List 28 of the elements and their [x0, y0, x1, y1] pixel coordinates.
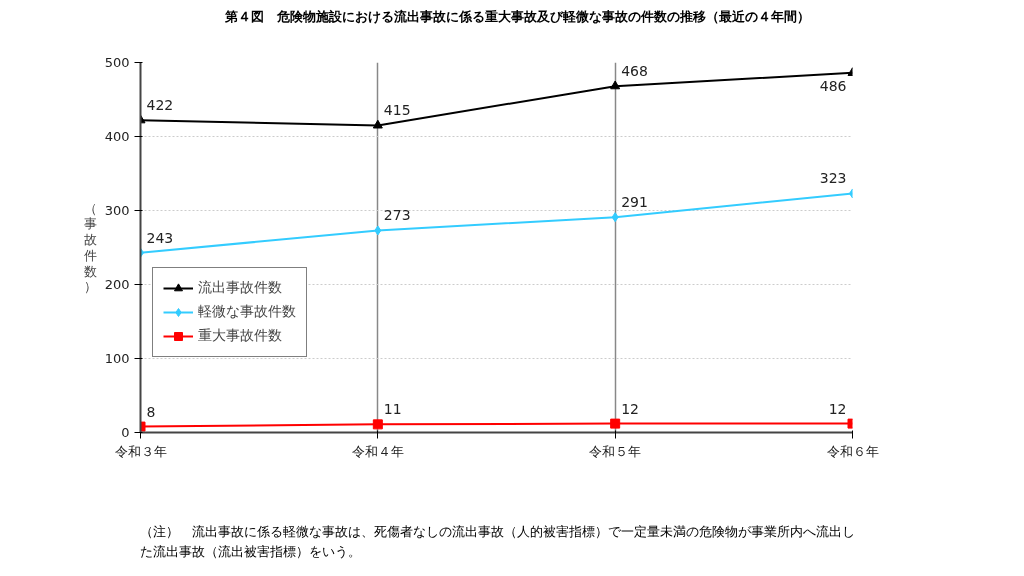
- data-label: 273: [383, 207, 411, 224]
- y-tick-label: 300: [104, 202, 130, 218]
- text: （注） 流出事故に係る軽微な事故は、死傷者なしの流出事故（人的被害指標）で一定量未満の危険物が事業所内へ流出した流出事故（流出被害指標）をいう。: [140, 522, 856, 562]
- data-label: 415: [383, 101, 411, 118]
- data-label: 486: [819, 77, 847, 94]
- data-label: 468: [621, 62, 648, 79]
- data-label: 291: [621, 193, 648, 210]
- legend-label: 流出事故件数: [198, 278, 282, 297]
- x-tick-label: 令和４年: [351, 443, 404, 459]
- data-label: 12: [621, 400, 639, 417]
- legend-label: 軽微な事故件数: [198, 302, 296, 321]
- data-label: 323: [819, 170, 847, 187]
- y-tick-label: 500: [104, 54, 130, 70]
- data-label: 8: [146, 403, 156, 420]
- y-tick-label: 200: [104, 276, 130, 292]
- y-tick-label: 400: [104, 128, 130, 144]
- x-tick-label: 令和６年: [826, 443, 879, 459]
- data-label: 422: [146, 96, 174, 113]
- chart-title: 第４図 危険物施設における流出事故に係る重大事故及び軽微な事故の件数の推移（最近の４年間）: [224, 8, 810, 26]
- data-label: 243: [146, 229, 174, 246]
- y-tick-label: 0: [121, 424, 130, 440]
- data-label: 12: [828, 400, 847, 417]
- y-axis-title: （事故件数）: [83, 200, 97, 294]
- data-label: 11: [383, 400, 402, 417]
- y-tick-label: 100: [104, 350, 130, 366]
- legend-label: 重大事故件数: [198, 326, 282, 345]
- x-tick-label: 令和５年: [589, 443, 642, 459]
- x-tick-label: 令和３年: [114, 443, 167, 459]
